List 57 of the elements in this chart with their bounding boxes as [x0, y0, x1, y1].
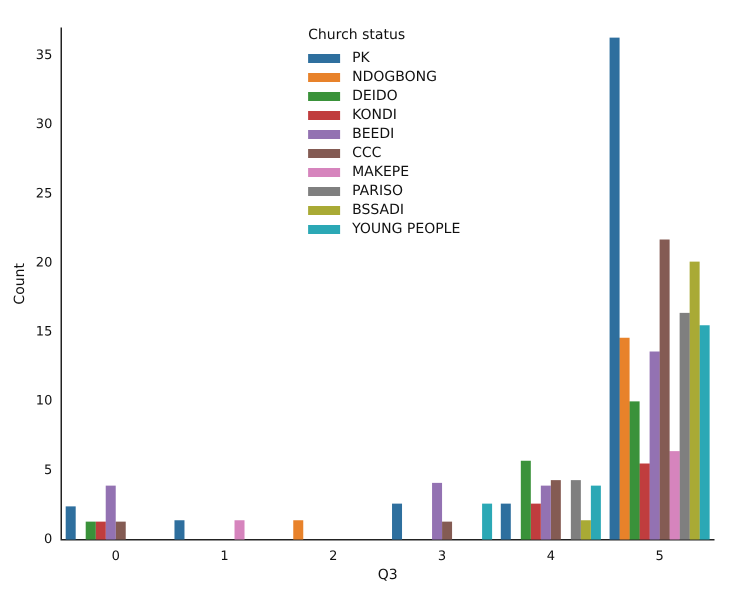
legend-label: BEEDI [352, 125, 394, 144]
y-tick-label: 20 [36, 255, 52, 270]
bar [500, 504, 511, 540]
bar [610, 38, 620, 540]
bar [530, 504, 541, 540]
bar [690, 262, 700, 540]
x-tick-label: 3 [438, 548, 446, 564]
bar [540, 486, 551, 540]
bar [580, 520, 591, 540]
x-tick-label: 2 [329, 548, 338, 564]
y-axis-title: Count [12, 262, 28, 305]
bar [650, 352, 660, 540]
bar [700, 325, 710, 540]
x-tick-label: 1 [220, 548, 229, 564]
bar [392, 504, 402, 540]
y-tick-label: 25 [36, 186, 52, 202]
bar [482, 504, 492, 540]
bar [520, 460, 531, 540]
bar [174, 520, 184, 540]
bar [66, 506, 76, 540]
bar [590, 486, 601, 540]
y-tick-label: 30 [36, 117, 52, 132]
x-tick-label: 0 [112, 548, 120, 564]
legend-label: DEIDO [352, 87, 398, 106]
bar [570, 480, 581, 540]
x-axis-title: Q3 [378, 567, 398, 584]
y-tick-label: 35 [36, 48, 52, 64]
legend-title: Church status [308, 26, 406, 45]
bar [680, 312, 690, 540]
bar [640, 464, 650, 540]
legend-label: MAKEPE [352, 163, 410, 182]
x-tick-label: 5 [655, 548, 664, 564]
bar [432, 482, 442, 540]
bar [96, 522, 106, 540]
bar [442, 522, 452, 540]
legend-label: NDOGBONG [352, 68, 437, 87]
legend-label: PARISO [352, 182, 403, 201]
y-tick-label: 15 [36, 324, 52, 340]
x-tick-label: 4 [546, 548, 555, 564]
y-tick-label: 10 [36, 394, 52, 409]
bar [293, 520, 304, 540]
bar [86, 522, 96, 540]
y-tick-label: 0 [44, 532, 52, 547]
legend-label: CCC [352, 144, 382, 163]
y-tick-label: 5 [44, 462, 52, 478]
legend-label: PK [352, 49, 370, 68]
legend-label: BSSADI [352, 201, 404, 220]
bar [106, 486, 116, 540]
bar [550, 480, 561, 540]
bar [234, 520, 245, 540]
legend-label: KONDI [352, 106, 397, 125]
bar [116, 522, 126, 540]
bar [620, 338, 630, 540]
bar [660, 240, 670, 540]
bar [630, 401, 640, 540]
legend-label: YOUNG PEOPLE [352, 220, 460, 239]
bar [670, 451, 680, 540]
